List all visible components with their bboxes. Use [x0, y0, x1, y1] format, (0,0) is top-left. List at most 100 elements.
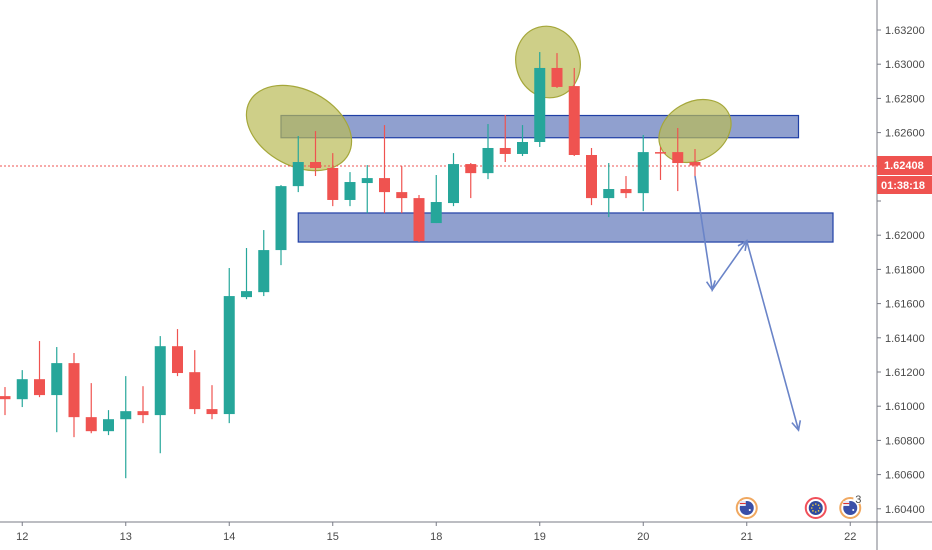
highlight-ellipses [232, 19, 743, 188]
countdown-label: 01:38:18 [881, 180, 925, 192]
candle [689, 149, 701, 177]
candle [154, 336, 166, 454]
time-tick-label: 12 [16, 531, 28, 543]
price-tick-label: 1.61800 [885, 264, 925, 276]
price-axis[interactable]: 1.63200 1.63000 1.62800 1.62600 1.62000 1.618… [877, 25, 925, 516]
candle [172, 329, 183, 377]
price-tick-label: 1.61200 [885, 367, 925, 379]
candle [275, 185, 287, 266]
candle [448, 153, 459, 207]
candle [568, 67, 580, 157]
candle-body [292, 162, 304, 187]
au-flag-event-icon[interactable]: 3 [839, 494, 864, 519]
support-zone[interactable] [297, 212, 834, 243]
candle [482, 124, 494, 180]
candle-body [396, 192, 408, 199]
candle [223, 268, 235, 424]
candle [655, 146, 666, 180]
candle-body [620, 189, 632, 194]
arrowhead-icon [737, 239, 748, 252]
candle-body [465, 164, 477, 174]
au-flag-event-icon[interactable] [735, 497, 758, 519]
candle-body [258, 250, 270, 293]
arrowhead-icon [705, 280, 716, 292]
candle [292, 136, 304, 193]
candle-body [120, 411, 132, 420]
candle-body [551, 67, 563, 87]
candle-body [68, 363, 80, 418]
candle [620, 176, 632, 199]
candle [672, 127, 684, 192]
candle-body [568, 86, 580, 156]
time-tick-label: 13 [120, 531, 132, 543]
candle [310, 131, 321, 177]
time-tick-label: 21 [741, 531, 753, 543]
candle-body [223, 296, 235, 415]
price-tick-label: 1.60400 [885, 504, 925, 516]
candle-body [361, 178, 373, 184]
candle [396, 166, 408, 214]
candle-body [586, 155, 597, 199]
candle-body [534, 67, 546, 143]
candle-body [275, 186, 287, 251]
time-tick-label: 20 [637, 531, 649, 543]
candle [68, 353, 80, 438]
price-tick-label: 1.62600 [885, 128, 925, 140]
candle-body [34, 379, 45, 396]
candle-body [603, 189, 615, 199]
candle [379, 125, 390, 214]
current-price-badge: 1.62408 01:38:18 [877, 156, 932, 194]
candle [603, 163, 615, 218]
price-tick-label: 1.61000 [885, 401, 925, 413]
arrowhead-icon [791, 420, 802, 432]
candle [0, 387, 11, 416]
candle-body [16, 379, 28, 400]
highlight-ellipse-top[interactable] [508, 19, 588, 105]
candle [34, 341, 45, 398]
eu-flag-event-icon[interactable] [804, 497, 827, 519]
price-tick-label: 1.62800 [885, 93, 925, 105]
candle [258, 230, 270, 297]
candle [241, 248, 252, 300]
current-price-label: 1.62408 [884, 160, 924, 172]
events-layer: 3 [735, 494, 864, 519]
candle [344, 172, 356, 207]
candle-body [689, 162, 701, 166]
candle-body [103, 419, 114, 432]
candle-body [448, 164, 459, 204]
candle [85, 383, 97, 434]
candle-body [517, 142, 528, 154]
price-tick-label: 1.61600 [885, 299, 925, 311]
candle [137, 386, 149, 424]
candle [51, 347, 63, 433]
time-tick-label: 19 [534, 531, 546, 543]
candle-body [206, 409, 218, 415]
time-tick-label: 18 [430, 531, 442, 543]
candle [499, 114, 511, 163]
highlight-ellipse-left[interactable] [232, 68, 367, 188]
price-tick-label: 1.63200 [885, 25, 925, 37]
candle [586, 147, 597, 206]
highlight-ellipse-right[interactable] [648, 87, 743, 175]
candle-body [655, 152, 666, 154]
candle-body [379, 178, 390, 193]
candle [361, 165, 373, 214]
candle-body [310, 162, 321, 168]
candle [430, 175, 442, 224]
candle [413, 195, 425, 243]
candle-body [327, 167, 339, 200]
candle-body [430, 202, 442, 224]
candle [120, 376, 132, 479]
price-tick-label: 1.61400 [885, 333, 925, 345]
candle [103, 410, 114, 436]
candle [551, 53, 563, 88]
time-tick-label: 14 [223, 531, 235, 543]
candle [189, 350, 201, 415]
time-axis[interactable]: 12 13 14 15 18 19 20 21 22 [16, 522, 856, 543]
projection-path[interactable] [694, 175, 800, 431]
candle [465, 163, 477, 199]
projection-arrows[interactable] [694, 175, 802, 432]
candle [637, 134, 649, 212]
candle-body [499, 147, 511, 154]
